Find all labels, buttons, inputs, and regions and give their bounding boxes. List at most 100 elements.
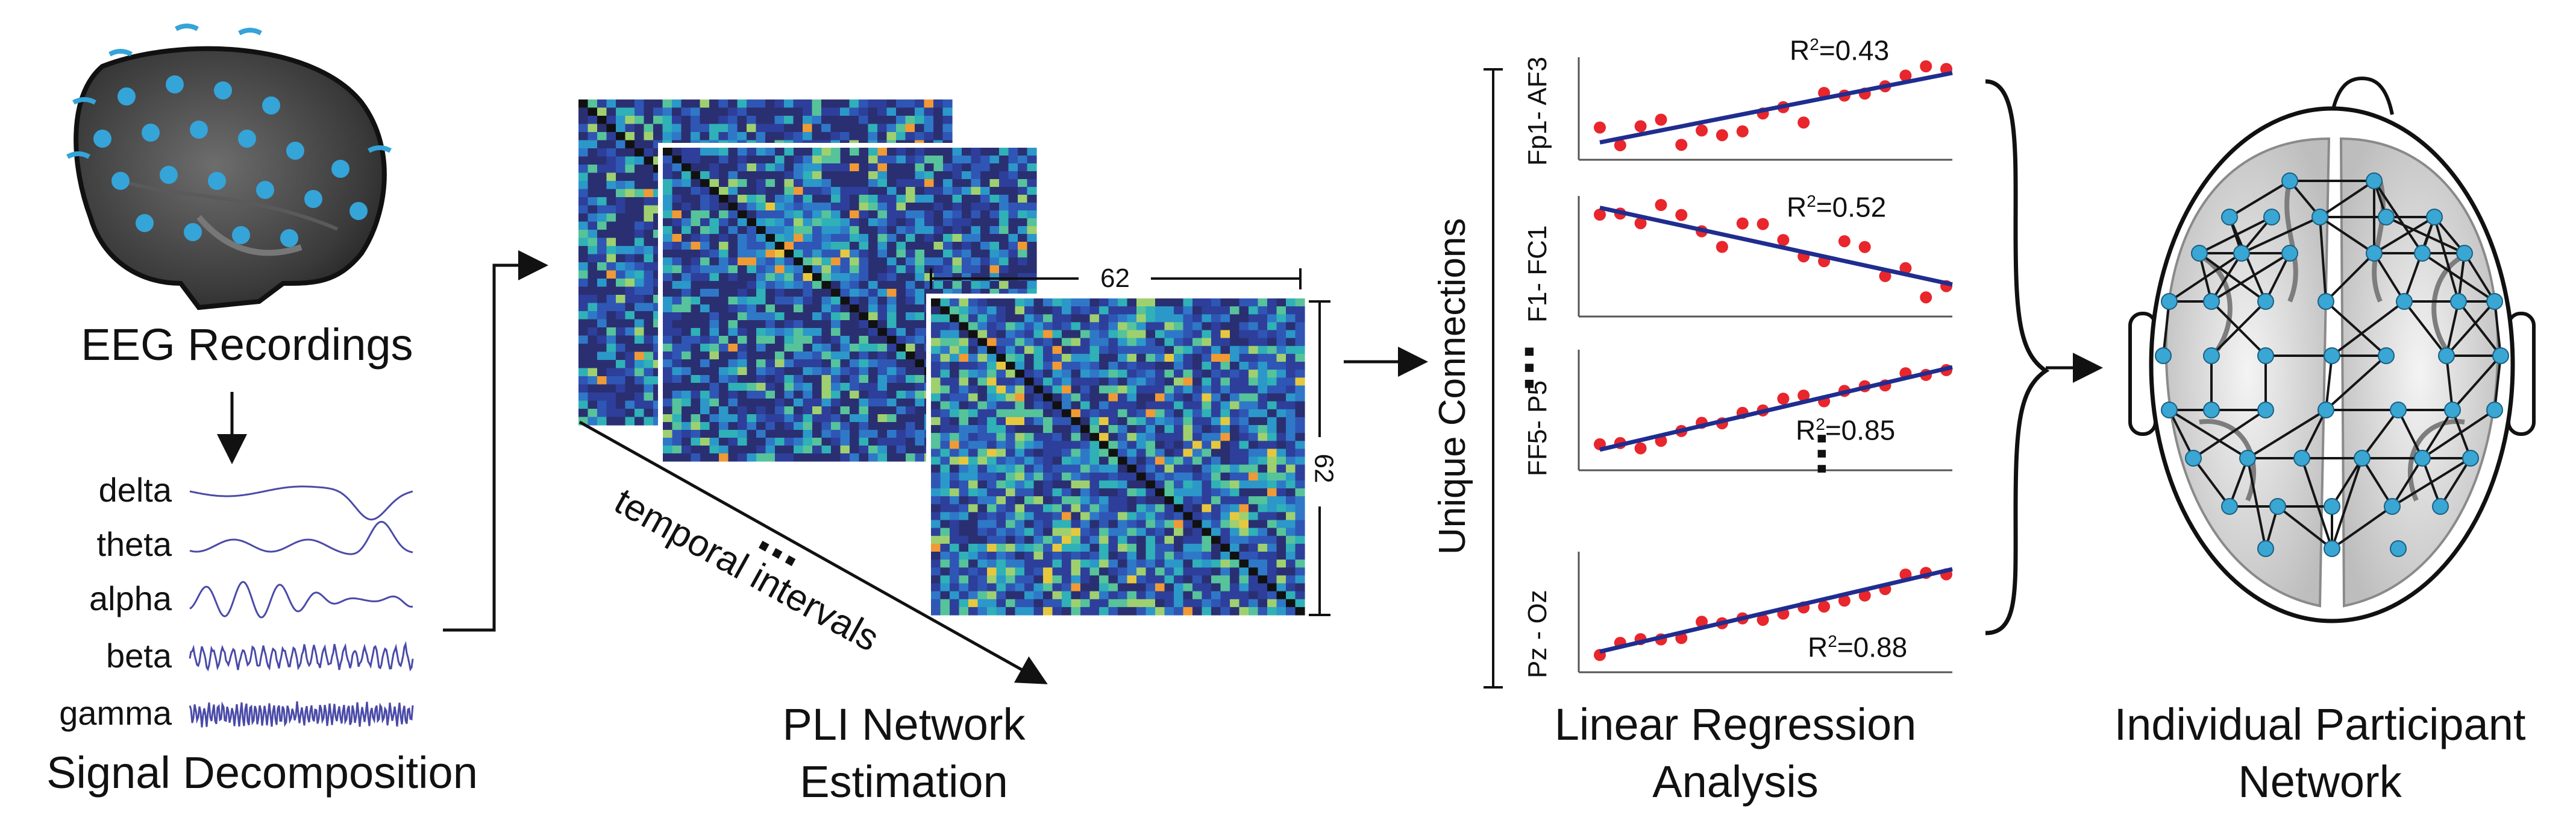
matrix-size-top: 62 (1100, 263, 1130, 293)
network-edge (2386, 216, 2465, 254)
network-node (2396, 293, 2413, 310)
data-point (1696, 124, 1708, 137)
network-node (2257, 540, 2274, 557)
electrode-dot (142, 124, 160, 142)
network-edge (2325, 252, 2375, 303)
waveform-delta (189, 485, 413, 521)
r-symbol: R (1790, 34, 1810, 66)
electrode-dot (93, 130, 111, 148)
band-label-beta: beta (106, 637, 172, 675)
r-squared-value: =0.43 (1819, 34, 1890, 66)
network-edge (2246, 458, 2267, 549)
network-edge (2210, 252, 2291, 303)
network-edge (2361, 457, 2393, 508)
network-node (2324, 498, 2340, 515)
network-edge (2277, 505, 2333, 550)
regression-title-line1: Linear Regression (1554, 699, 1917, 749)
data-point (1634, 217, 1647, 230)
network-node (2221, 498, 2238, 515)
plots-ellipsis: ... (1778, 430, 1838, 476)
network-edge (2241, 216, 2321, 254)
regression-line (1599, 365, 1953, 452)
r-symbol: R (1796, 414, 1816, 446)
network-node (2486, 293, 2503, 310)
r-squared-value: =0.85 (1825, 414, 1896, 446)
electrode-dot (160, 166, 178, 184)
network-node (2203, 402, 2220, 418)
data-point (1818, 600, 1831, 613)
network-node (2257, 293, 2274, 310)
data-point (1594, 121, 1606, 134)
data-point (1614, 139, 1626, 151)
network-edge (2168, 252, 2243, 303)
network-edge (2331, 458, 2363, 549)
data-point (1920, 291, 1932, 304)
electrode-dot (184, 223, 202, 241)
band-label-alpha: alpha (89, 579, 172, 617)
brain-network-illustration (2128, 76, 2536, 623)
decomposition-title: Signal Decomposition (46, 748, 478, 798)
network-edge (2319, 216, 2375, 254)
network-node (2366, 172, 2383, 189)
r-squared-value: =0.52 (1816, 191, 1887, 223)
eeg-head-illustration (66, 24, 392, 310)
network-node (2257, 347, 2274, 364)
network-edge (2445, 355, 2454, 411)
network-edge (2301, 458, 2333, 549)
network-edge (2373, 252, 2405, 303)
r-squared-value: =0.88 (1837, 631, 1908, 663)
pli-matrices (574, 95, 1309, 620)
r-squared-label: R2=0.88 (1808, 631, 1908, 663)
regression-title-line2: Analysis (1652, 757, 1819, 807)
network-node (2450, 293, 2467, 310)
summary-brace (1985, 79, 2050, 635)
network-title-line1: Individual Participant (2114, 699, 2526, 749)
electrode-dot (238, 130, 256, 148)
electrode-dot (118, 87, 136, 106)
electrode-dot (136, 214, 154, 232)
electrode-cap (108, 49, 133, 57)
network-edge (2373, 216, 2436, 254)
network-node (2444, 402, 2461, 418)
network-node (2414, 450, 2431, 467)
r-squared-label: R2=0.43 (1790, 34, 1890, 66)
network-node (2390, 402, 2407, 418)
network-node (2492, 347, 2509, 364)
eeg-title: EEG Recordings (81, 320, 413, 370)
data-point (1838, 594, 1851, 607)
electrode-cap (66, 151, 90, 159)
electrode-dot (349, 202, 368, 220)
electrode-dot (166, 75, 184, 93)
network-node (2324, 540, 2340, 557)
network-title-line2: Network (2238, 757, 2402, 807)
temporal-axis-arrow (578, 420, 1048, 684)
electrode-dot (256, 181, 274, 199)
data-point (1634, 120, 1647, 133)
pli-title-line1: PLI Network (782, 699, 1026, 749)
network-node (2203, 347, 2220, 364)
network-edge (2331, 300, 2405, 357)
network-edge (2162, 301, 2170, 356)
data-point (1858, 241, 1871, 253)
network-node (2390, 540, 2407, 557)
network-edge (2331, 505, 2393, 550)
band-label-theta: theta (96, 525, 172, 563)
network-edge (2210, 252, 2243, 303)
connection-pair-label: FF5- P5 (1523, 380, 1552, 476)
network-edge (2246, 409, 2327, 459)
network-edge (2457, 300, 2502, 357)
network-node (2311, 209, 2328, 225)
matrix-size-side: 62 (1309, 453, 1339, 484)
network-edge (2192, 457, 2231, 508)
electrode-dot (331, 160, 349, 178)
data-point (1777, 392, 1790, 405)
network-node (2378, 209, 2395, 225)
waveform-theta (189, 520, 413, 555)
electrode-dot (190, 121, 208, 139)
network-edge (2210, 300, 2267, 357)
network-node (2317, 293, 2334, 310)
data-point (1655, 199, 1667, 211)
band-label-gamma: gamma (59, 694, 172, 732)
network-node (2161, 293, 2178, 310)
network-node (2438, 347, 2455, 364)
